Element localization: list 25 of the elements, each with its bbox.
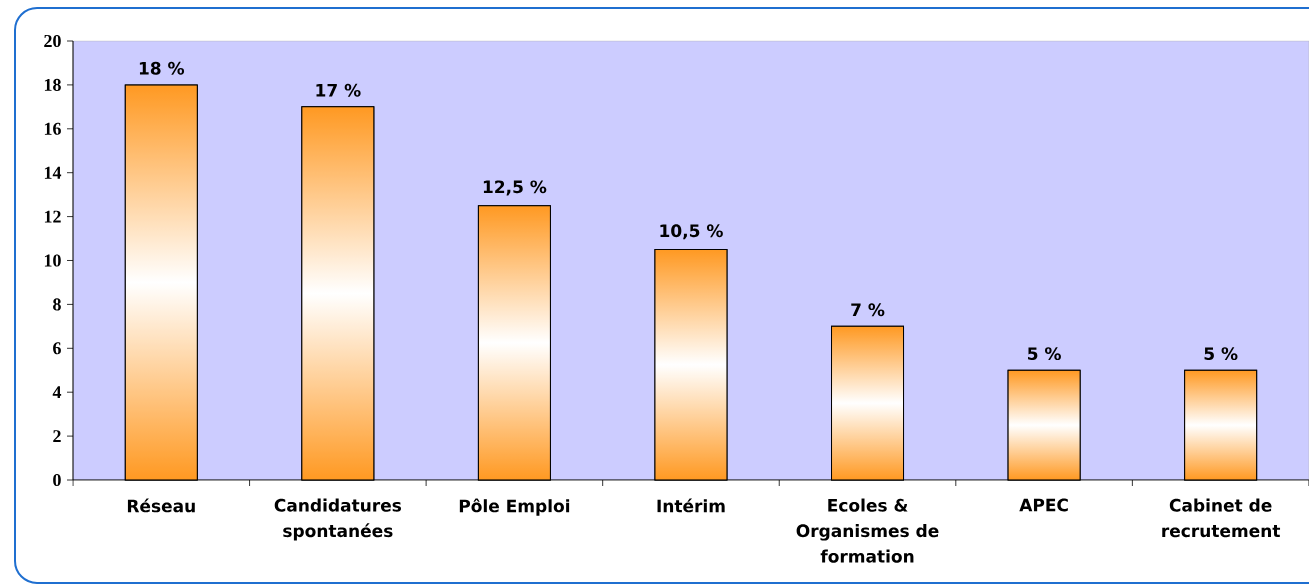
x-tick-label: Ecoles & Organismes de formation [796, 498, 939, 563]
y-tick-label: 2 [53, 430, 61, 443]
y-tick-label: 20 [44, 34, 61, 48]
y-tick-label: 10 [44, 254, 61, 267]
data-label: 18 % [139, 61, 185, 75]
x-tick-label: Intérim [657, 498, 725, 513]
y-tick-label: 18 [44, 78, 61, 91]
data-label: 5 % [1028, 347, 1061, 361]
y-tick-label: 12 [44, 210, 61, 223]
data-label: 10,5 % [660, 224, 723, 240]
y-tick-label: 0 [53, 473, 61, 487]
y-tick-label: 8 [53, 298, 61, 311]
data-label: 7 % [851, 303, 885, 317]
x-tick-label: Pôle Emploi [459, 498, 570, 516]
y-tick-label: 6 [53, 342, 61, 355]
x-tick-label: APEC [1019, 498, 1068, 512]
data-label: 12,5 % [483, 180, 547, 196]
data-label: 5 % [1204, 347, 1238, 361]
x-tick-label: Réseau [127, 498, 195, 513]
y-tick-label: 4 [52, 386, 62, 399]
data-label: 17 % [316, 83, 361, 97]
y-tick-label: 14 [44, 166, 62, 179]
x-tick-label: Candidatures spontanées [274, 498, 402, 541]
x-tick-label: Cabinet de recrutement [1162, 498, 1281, 538]
y-tick-label: 16 [44, 122, 61, 135]
